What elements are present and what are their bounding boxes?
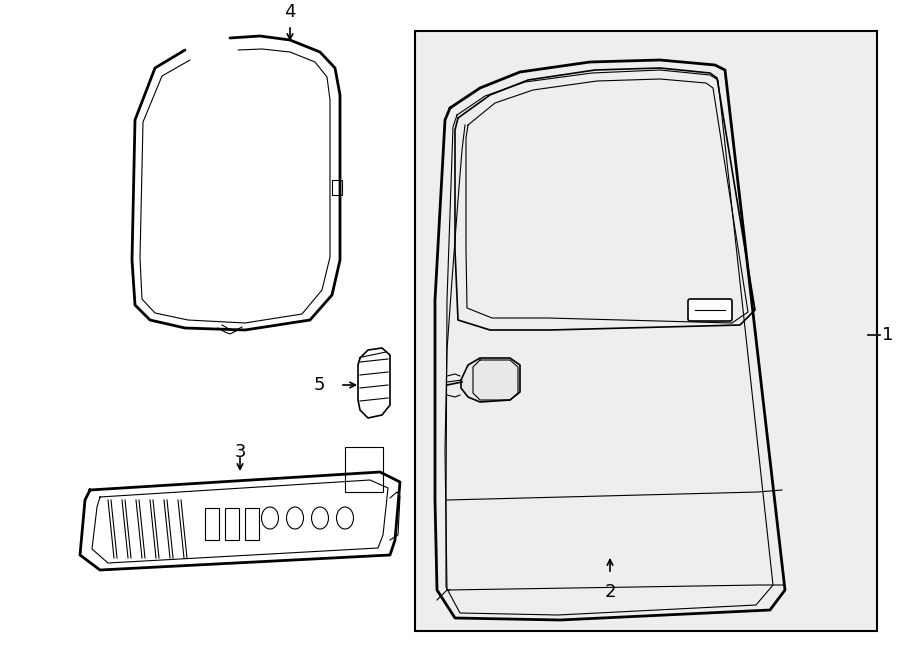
Text: 5: 5 bbox=[313, 376, 325, 394]
Bar bbox=[245, 508, 259, 540]
Bar bbox=[332, 180, 342, 195]
FancyBboxPatch shape bbox=[688, 299, 732, 321]
Text: 2: 2 bbox=[604, 583, 616, 601]
Bar bbox=[225, 508, 239, 540]
Bar bbox=[345, 447, 383, 492]
Text: 4: 4 bbox=[284, 3, 296, 21]
Bar bbox=[205, 508, 219, 540]
Polygon shape bbox=[461, 358, 520, 402]
Bar bbox=[415, 31, 877, 631]
Text: 3: 3 bbox=[234, 443, 246, 461]
Text: 1: 1 bbox=[882, 326, 894, 344]
